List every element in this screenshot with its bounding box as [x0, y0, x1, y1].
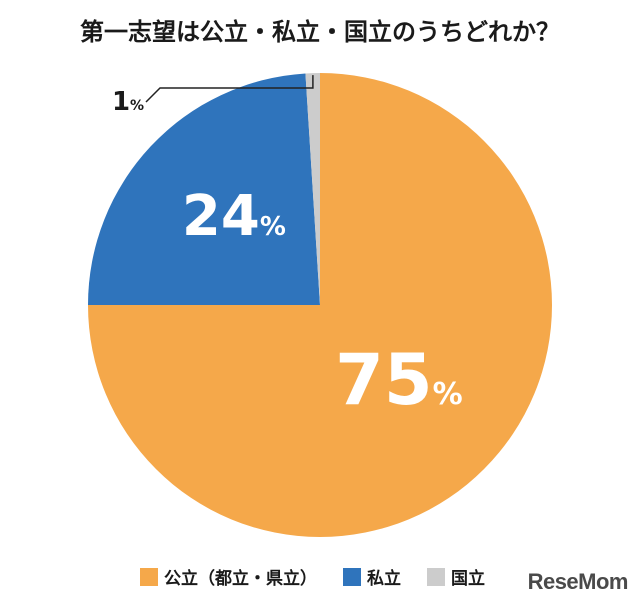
slice-label-national: 1% — [112, 87, 144, 117]
legend-swatch-national — [427, 567, 445, 586]
slice-label-public: 75% — [335, 339, 462, 421]
legend-item-national: 国立 — [427, 564, 485, 589]
legend-label-national: 国立 — [451, 569, 485, 589]
legend-item-public: 公立（都立・県立） — [140, 564, 317, 589]
pie-slice-national — [305, 73, 320, 305]
legend-label-private: 私立 — [367, 569, 401, 589]
resemom-logo: ReseMom — [527, 569, 629, 594]
legend-swatch-public — [140, 567, 158, 586]
legend: 公立（都立・県立） 私立 国立 — [140, 564, 485, 589]
legend-item-private: 私立 — [343, 564, 401, 589]
pie-slice-private — [88, 73, 320, 306]
legend-label-public: 公立（都立・県立） — [164, 569, 317, 589]
leader-line-national — [145, 75, 314, 103]
chart-title: 第一志望は公立・私立・国立のうちどれか？ — [80, 18, 560, 46]
legend-swatch-private — [343, 567, 361, 586]
slice-label-private: 24% — [182, 184, 286, 249]
